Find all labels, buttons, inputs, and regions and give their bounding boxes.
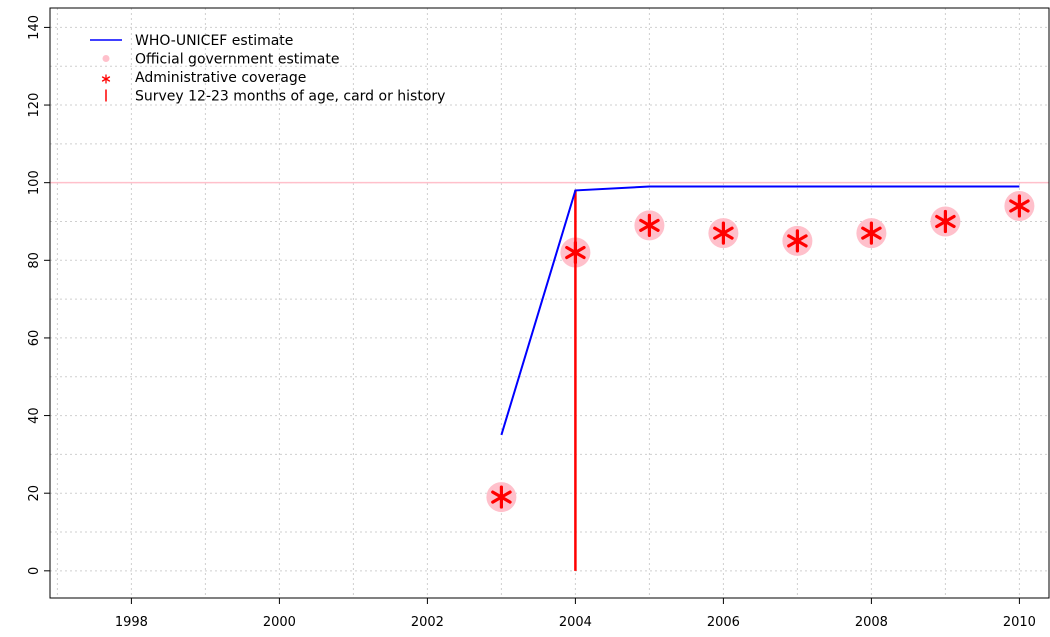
- asterisk-stroke: [1009, 199, 1030, 213]
- plot-frame: [49, 7, 1050, 599]
- y-tick-label: 100: [27, 170, 42, 195]
- asterisk-stroke: [639, 218, 660, 232]
- administrative-coverage-point: [861, 221, 882, 245]
- asterisk-stroke: [861, 226, 882, 240]
- who-unicef-estimate-line: [500, 185, 1020, 436]
- series: [486, 185, 1035, 571]
- administrative-coverage-point: [935, 209, 956, 234]
- y-tick-label: 140: [27, 15, 42, 40]
- legend-asterisk-icon: [101, 74, 111, 84]
- administrative-coverage-point: [491, 485, 512, 509]
- asterisk-stroke: [101, 76, 111, 82]
- legend-item: Official government estimate: [102, 52, 339, 68]
- y-tick-label: 80: [27, 252, 42, 269]
- y-tick-label: 20: [27, 485, 42, 502]
- administrative-coverage-point: [565, 240, 586, 265]
- legend-label: Official government estimate: [135, 52, 339, 68]
- x-tick-label: 2000: [263, 615, 296, 630]
- administrative-coverage-point: [1009, 194, 1030, 218]
- x-tick-label: 2004: [559, 615, 592, 630]
- legend-item: Survey 12-23 months of age, card or hist…: [105, 89, 445, 105]
- axes: 1998 2000 2002 2004 2006 2008 2010 0 20 40 60 80 100…: [27, 15, 1036, 630]
- x-tick-label: 2006: [707, 615, 740, 630]
- administrative-coverage-point: [787, 229, 808, 253]
- administrative-coverage-point: [639, 213, 660, 237]
- y-tick-label: 40: [27, 407, 42, 424]
- legend: WHO-UNICEF estimate Official government e…: [90, 33, 445, 105]
- administrative-coverage-point: [713, 221, 734, 245]
- legend-dot-icon: [102, 55, 110, 62]
- legend-item: WHO-UNICEF estimate: [90, 33, 293, 49]
- asterisk-stroke: [713, 226, 734, 240]
- x-tick-label: 2010: [1003, 615, 1036, 630]
- y-tick-label: 120: [27, 93, 42, 118]
- x-tick-label: 2008: [855, 615, 888, 630]
- y-tick-label: 0: [27, 567, 42, 575]
- x-tick-label: 1998: [115, 615, 148, 630]
- asterisk-stroke: [491, 490, 512, 504]
- legend-item: Administrative coverage: [101, 70, 306, 86]
- asterisk-stroke: [787, 234, 808, 248]
- asterisk-stroke: [565, 245, 586, 260]
- legend-label: WHO-UNICEF estimate: [135, 33, 293, 49]
- y-tick-label: 60: [27, 330, 42, 347]
- x-tick-label: 2002: [411, 615, 444, 630]
- legend-label: Administrative coverage: [135, 70, 306, 86]
- legend-label: Survey 12-23 months of age, card or hist…: [135, 89, 445, 105]
- asterisk-stroke: [935, 214, 956, 229]
